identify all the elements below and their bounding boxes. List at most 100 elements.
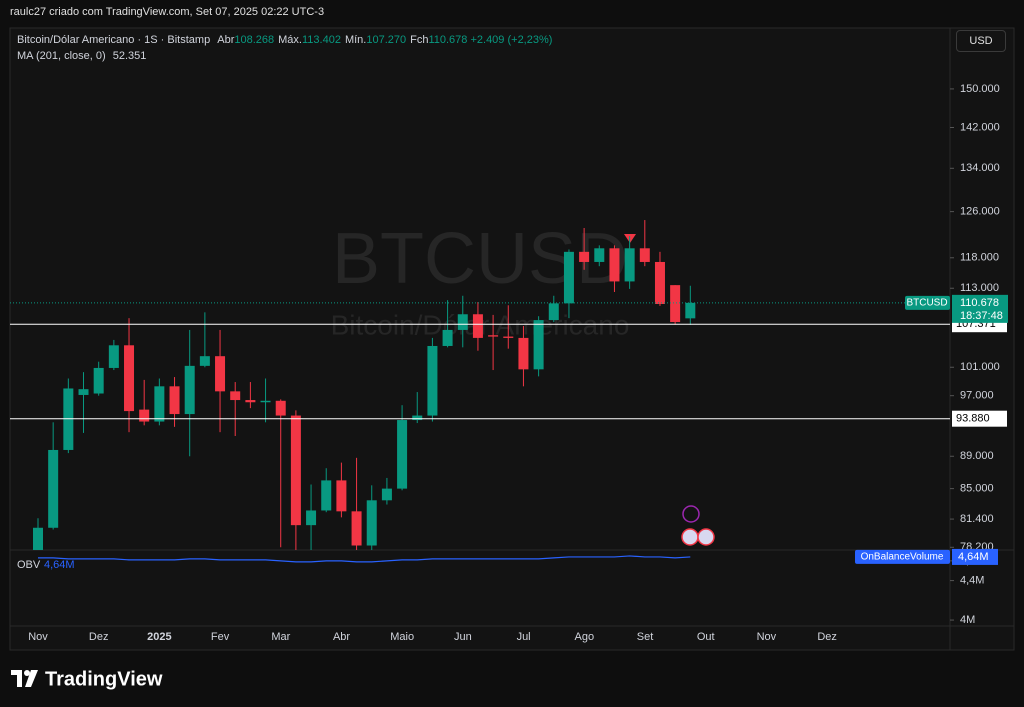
indicator: MA (201, close, 0) bbox=[17, 50, 106, 62]
indicator-badge-box bbox=[855, 549, 950, 564]
candle-body bbox=[518, 337, 529, 370]
candle-body bbox=[472, 314, 483, 338]
x-tick-label: Set bbox=[637, 631, 654, 643]
candle-body bbox=[427, 345, 438, 416]
currency-button[interactable]: USD bbox=[956, 30, 1006, 52]
candle-body bbox=[275, 400, 286, 416]
candle-body bbox=[290, 415, 301, 526]
candle-body bbox=[533, 320, 544, 370]
candle-body bbox=[609, 248, 620, 282]
candle-body bbox=[412, 415, 423, 421]
symbol-legend: Bitcoin/Dólar Americano · 1S · Bitstamp … bbox=[17, 34, 552, 46]
candle-body bbox=[594, 248, 605, 262]
x-tick-label: Maio bbox=[390, 631, 414, 643]
x-tick-label: Ago bbox=[575, 631, 595, 643]
y-tick-label: 118.000 bbox=[960, 252, 999, 264]
candle-body bbox=[397, 420, 408, 489]
candle-body bbox=[139, 409, 150, 422]
candle-body bbox=[381, 488, 392, 501]
candle-body bbox=[639, 248, 650, 262]
attribution: raulc27 criado com TradingView.com, Set … bbox=[10, 6, 325, 18]
price-label-box bbox=[952, 410, 1007, 427]
candle-body bbox=[457, 314, 468, 330]
y-tick-label: 113.000 bbox=[960, 282, 999, 294]
x-tick-label: Nov bbox=[28, 631, 48, 643]
candle-body bbox=[199, 356, 210, 366]
candle-body bbox=[579, 251, 590, 262]
candle-body bbox=[48, 449, 59, 528]
chart-panel bbox=[9, 27, 1015, 651]
ohlc: Abr108.268 Máx.113.402 Mín.107.270 Fch110.6… bbox=[213, 34, 467, 46]
candle-body bbox=[306, 510, 317, 526]
indicator-last-value: 4,64M bbox=[958, 551, 989, 563]
symbol: Bitcoin/Dólar Americano · 1S · Bitstamp bbox=[17, 34, 211, 46]
x-tick-label: Jun bbox=[454, 631, 472, 643]
candle-body bbox=[78, 389, 89, 395]
candle-body bbox=[488, 335, 499, 337]
y-tick-label: 150.000 bbox=[960, 83, 1000, 95]
symbol-badge-box bbox=[905, 295, 950, 310]
y-tick-label: 126.000 bbox=[960, 206, 1000, 218]
candle-body bbox=[336, 480, 347, 512]
candle-body bbox=[685, 302, 696, 319]
event-icon bbox=[682, 505, 700, 523]
x-tick-label: Nov bbox=[757, 631, 777, 643]
ohlc-label: Fch bbox=[410, 34, 429, 46]
ohlc-value: 108.268 bbox=[234, 34, 275, 46]
y-tick-label: 101.000 bbox=[960, 361, 1000, 373]
candle-body bbox=[366, 500, 377, 546]
candle-body bbox=[624, 248, 635, 282]
countdown: 18:37:48 bbox=[960, 310, 1003, 322]
y-tick-label: 85.000 bbox=[960, 483, 994, 495]
candle-body bbox=[108, 345, 119, 368]
indicator-value: 4,64M bbox=[44, 559, 75, 571]
price-pane bbox=[33, 220, 696, 550]
candle-body bbox=[321, 480, 332, 511]
y-tick-label: 97.000 bbox=[960, 390, 994, 402]
ohlc-value: 113.402 bbox=[301, 34, 341, 46]
event-icon bbox=[697, 528, 715, 546]
ohlc-label: Máx. bbox=[278, 34, 302, 46]
candle-body bbox=[563, 251, 574, 304]
candle-body bbox=[548, 303, 559, 321]
y-tick-label: 142.000 bbox=[960, 121, 1000, 133]
candle-body bbox=[33, 527, 43, 550]
candle-body bbox=[93, 367, 104, 394]
candle-body bbox=[503, 336, 514, 338]
candle-body bbox=[230, 391, 241, 401]
ohlc-value: 110.678 bbox=[428, 34, 468, 46]
x-tick-label: Mar bbox=[271, 631, 290, 643]
indicator-value-box bbox=[952, 548, 998, 565]
ohlc-label: Mín. bbox=[344, 34, 367, 46]
last-price-box bbox=[952, 294, 1008, 323]
indicator-badge: OnBalanceVolume bbox=[861, 552, 944, 563]
candle-body bbox=[215, 356, 226, 392]
candle-body bbox=[169, 386, 180, 415]
candle-body bbox=[670, 285, 681, 323]
ohlc-label: Abr bbox=[217, 34, 235, 46]
last-price: 110.678 bbox=[960, 297, 999, 309]
candle-body bbox=[654, 261, 665, 304]
indicator-name: OBV bbox=[17, 559, 41, 571]
event-icon bbox=[681, 528, 699, 546]
indicator-legend: MA (201, close, 0) 52.351 bbox=[17, 50, 146, 62]
candle-body bbox=[124, 345, 135, 412]
candle-body bbox=[442, 329, 453, 346]
indicator-value: 52.351 bbox=[112, 50, 147, 62]
watermark: BTCUSD bbox=[332, 219, 628, 299]
candle-body bbox=[245, 400, 256, 403]
x-tick-label: Out bbox=[697, 631, 715, 643]
candle-body bbox=[184, 365, 195, 415]
x-tick-label: Jul bbox=[517, 631, 531, 643]
candle-body bbox=[63, 388, 74, 450]
obv-line bbox=[38, 555, 691, 563]
candle-body bbox=[154, 386, 165, 422]
change: +2.409 (+2,23%) bbox=[470, 34, 553, 46]
candle-body bbox=[351, 511, 362, 546]
y-tick-label: 134.000 bbox=[960, 162, 1000, 174]
x-tick-label: Dez bbox=[817, 631, 837, 643]
x-tick-label: Dez bbox=[89, 631, 109, 643]
y-tick-label: 4,4M bbox=[960, 575, 984, 587]
x-tick-label: 2025 bbox=[147, 631, 171, 643]
